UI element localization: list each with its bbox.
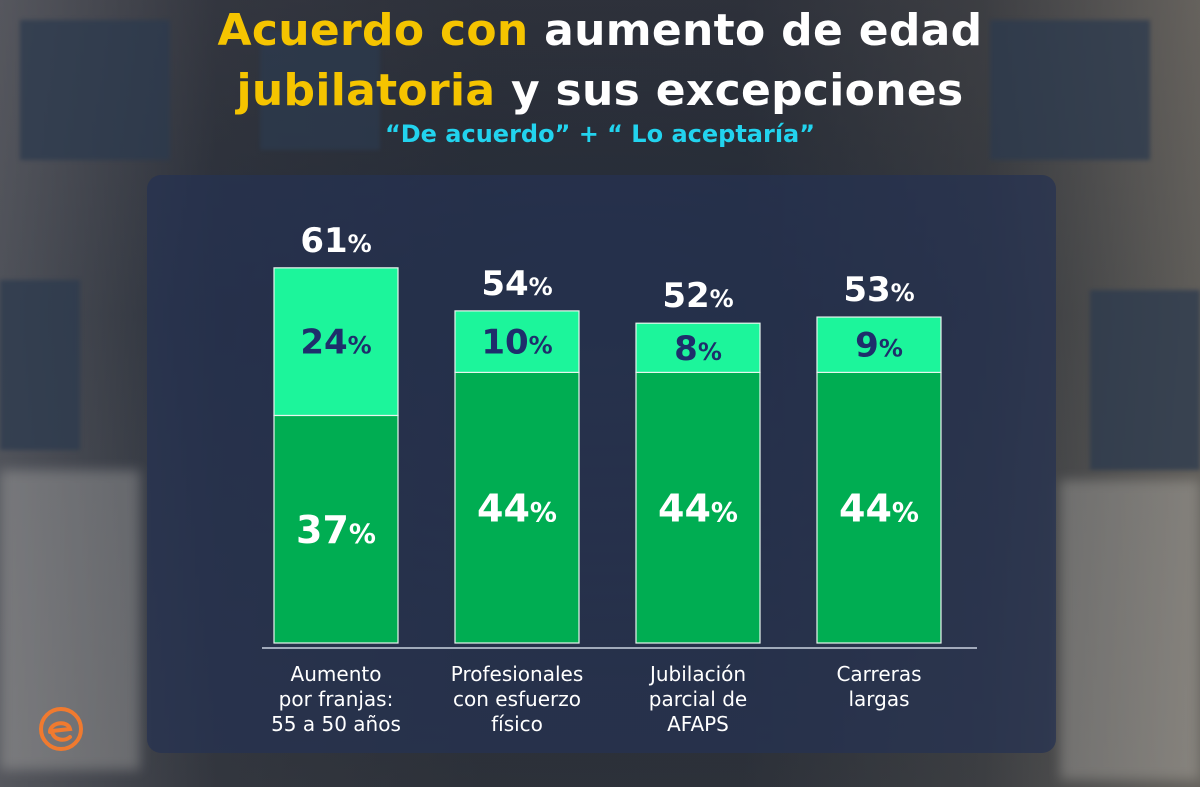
- category-label: Carreras largas: [836, 662, 921, 711]
- bar-segment-base-label: 44%: [658, 487, 738, 531]
- bar-segment-base: [454, 371, 580, 644]
- bar-segment-base-label: 37%: [296, 508, 376, 552]
- bar-segment-base: [816, 371, 942, 644]
- bar-segment-top-label: 10%: [481, 323, 552, 363]
- bar-segment-top: [454, 310, 580, 373]
- category-label: Jubilación parcial de AFAPS: [648, 662, 747, 736]
- bar-segment-top-label: 24%: [300, 323, 371, 363]
- bar-total-label: 52%: [662, 276, 733, 316]
- category-label: Aumento por franjas: 55 a 50 años: [271, 662, 401, 736]
- bar-total-label: 54%: [481, 264, 552, 304]
- category-label: Profesionales con esfuerzo físico: [451, 662, 584, 736]
- title-rest-2: y sus excepciones: [495, 65, 964, 116]
- bar-segment-top: [635, 322, 761, 373]
- chart-title-line-2: jubilatoria y sus excepciones: [0, 66, 1200, 116]
- title-highlight-2: jubilatoria: [236, 65, 496, 116]
- bar-segment-base-label: 44%: [839, 487, 919, 531]
- bar-segment-top: [273, 267, 399, 417]
- bar-segment-top: [816, 316, 942, 374]
- bar-total-label: 53%: [843, 270, 914, 310]
- bar-segment-top-label: 9%: [855, 326, 903, 366]
- bar-total-label: 61%: [300, 221, 371, 261]
- bar-segment-base-label: 44%: [477, 487, 557, 531]
- chart-panel: 37% 24% 61% Aumento por franjas: 55 a 50 años…: [147, 175, 1056, 753]
- chart-subtitle: “De acuerdo” + “ Lo aceptaría”: [384, 120, 816, 148]
- bar-segment-top-label: 8%: [674, 329, 722, 369]
- e-circle-logo-icon: [39, 707, 83, 751]
- title-highlight-1: Acuerdo con: [217, 5, 529, 56]
- chart-title-line-1: Acuerdo con aumento de edad: [0, 6, 1200, 56]
- title-rest-1: aumento de edad: [528, 5, 983, 56]
- stacked-bar-chart: 37% 24% 61% Aumento por franjas: 55 a 50 años…: [262, 221, 977, 736]
